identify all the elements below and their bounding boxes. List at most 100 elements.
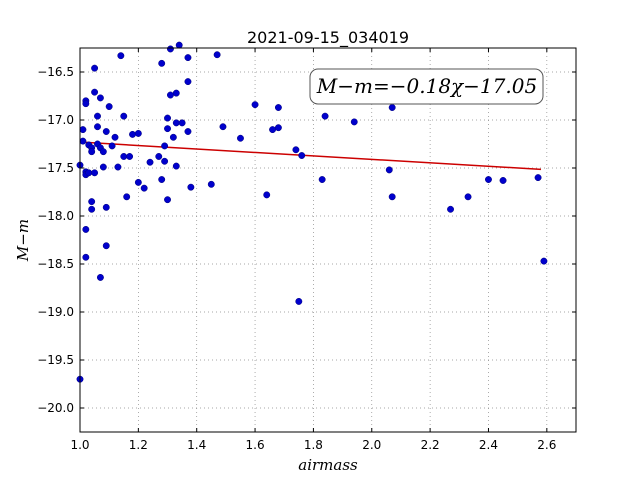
data-point [263, 191, 271, 199]
plot-area [80, 48, 576, 432]
data-point [172, 89, 180, 97]
data-point [94, 112, 101, 120]
x-axis-title: airmass [298, 456, 358, 474]
data-point [99, 163, 107, 171]
x-tick-label: 1.2 [129, 438, 148, 452]
data-point [178, 119, 186, 127]
data-point [164, 125, 171, 133]
data-point [388, 193, 396, 201]
data-point [464, 193, 472, 201]
data-point [146, 158, 154, 166]
data-point [155, 153, 163, 160]
data-point [82, 253, 90, 261]
data-point [120, 153, 128, 160]
plot-frame [79, 47, 577, 433]
data-point [295, 297, 303, 305]
y-tick-label: −18.0 [37, 209, 74, 223]
data-point [91, 88, 99, 96]
data-point [158, 176, 166, 183]
x-tick-label: 2.6 [537, 438, 556, 452]
data-point [85, 169, 93, 177]
data-point [274, 104, 282, 111]
data-point [91, 64, 99, 72]
data-point [96, 273, 104, 281]
data-point [82, 225, 90, 233]
data-point [161, 157, 169, 165]
chart-title: 2021-09-15_034019 [247, 28, 409, 48]
data-point [499, 177, 507, 184]
data-point [251, 101, 259, 109]
data-point [447, 205, 454, 213]
data-point [274, 124, 282, 132]
data-point [485, 176, 492, 183]
data-point [123, 193, 131, 201]
data-point [102, 242, 110, 250]
data-points [76, 41, 548, 383]
data-point [169, 133, 177, 141]
y-tick-label: −20.0 [37, 401, 74, 415]
data-point [91, 169, 99, 177]
data-point [82, 100, 90, 108]
fit-annotation: M−m=−0.18χ−17.05 [309, 68, 544, 105]
x-tick-label: 1.0 [70, 438, 89, 452]
data-point [134, 178, 142, 186]
data-point [79, 137, 87, 145]
data-point [269, 126, 277, 134]
data-point [350, 118, 358, 126]
x-tick-label: 1.8 [304, 438, 323, 452]
y-tick-label: −17.5 [37, 161, 74, 175]
data-point [102, 128, 110, 135]
data-point [219, 123, 227, 131]
data-point [534, 174, 542, 182]
data-point [88, 198, 96, 206]
data-point [88, 205, 96, 213]
y-tick-label: −16.5 [37, 65, 74, 79]
data-point [158, 59, 166, 67]
x-tick-label: 2.0 [362, 438, 381, 452]
x-tick-label: 2.2 [421, 438, 440, 452]
data-point [140, 184, 148, 192]
data-point [321, 112, 329, 120]
x-tick-label: 1.4 [187, 438, 206, 452]
x-tick-label: 2.4 [479, 438, 498, 452]
data-point [117, 52, 125, 60]
data-point [184, 128, 192, 135]
data-point [292, 146, 300, 154]
data-point [79, 126, 87, 134]
data-point [88, 148, 96, 156]
data-point [172, 162, 180, 170]
data-point [385, 166, 393, 174]
data-point [111, 133, 119, 141]
data-point [172, 119, 180, 127]
y-axis-title: M−m [14, 219, 32, 262]
data-point [207, 180, 215, 188]
data-point [102, 203, 110, 211]
data-point [213, 51, 221, 59]
data-point [388, 104, 396, 111]
data-point [166, 45, 174, 53]
y-tick-label: −19.5 [37, 353, 74, 367]
data-point [108, 142, 116, 150]
data-point [126, 153, 134, 160]
data-point [166, 91, 174, 99]
data-point [105, 103, 113, 111]
y-tick-label: −17.0 [37, 113, 74, 127]
data-point [164, 196, 171, 204]
annotation-box [309, 68, 544, 105]
data-point [298, 152, 306, 159]
data-point [164, 114, 171, 122]
data-point [184, 54, 192, 62]
data-point [175, 41, 183, 49]
data-point [318, 176, 326, 183]
y-tick-label: −19.0 [37, 305, 74, 319]
data-point [96, 94, 104, 102]
data-point [114, 163, 122, 171]
data-point [99, 148, 107, 156]
data-point [129, 130, 136, 138]
axis-ticks: 1.0 1.2 1.4 1.6 1.8 2.0 2.2 2.4 2.6 −16.5 −17.0 −17… [37, 48, 576, 452]
data-point [187, 183, 195, 191]
data-point [540, 257, 548, 265]
data-point [161, 142, 169, 150]
